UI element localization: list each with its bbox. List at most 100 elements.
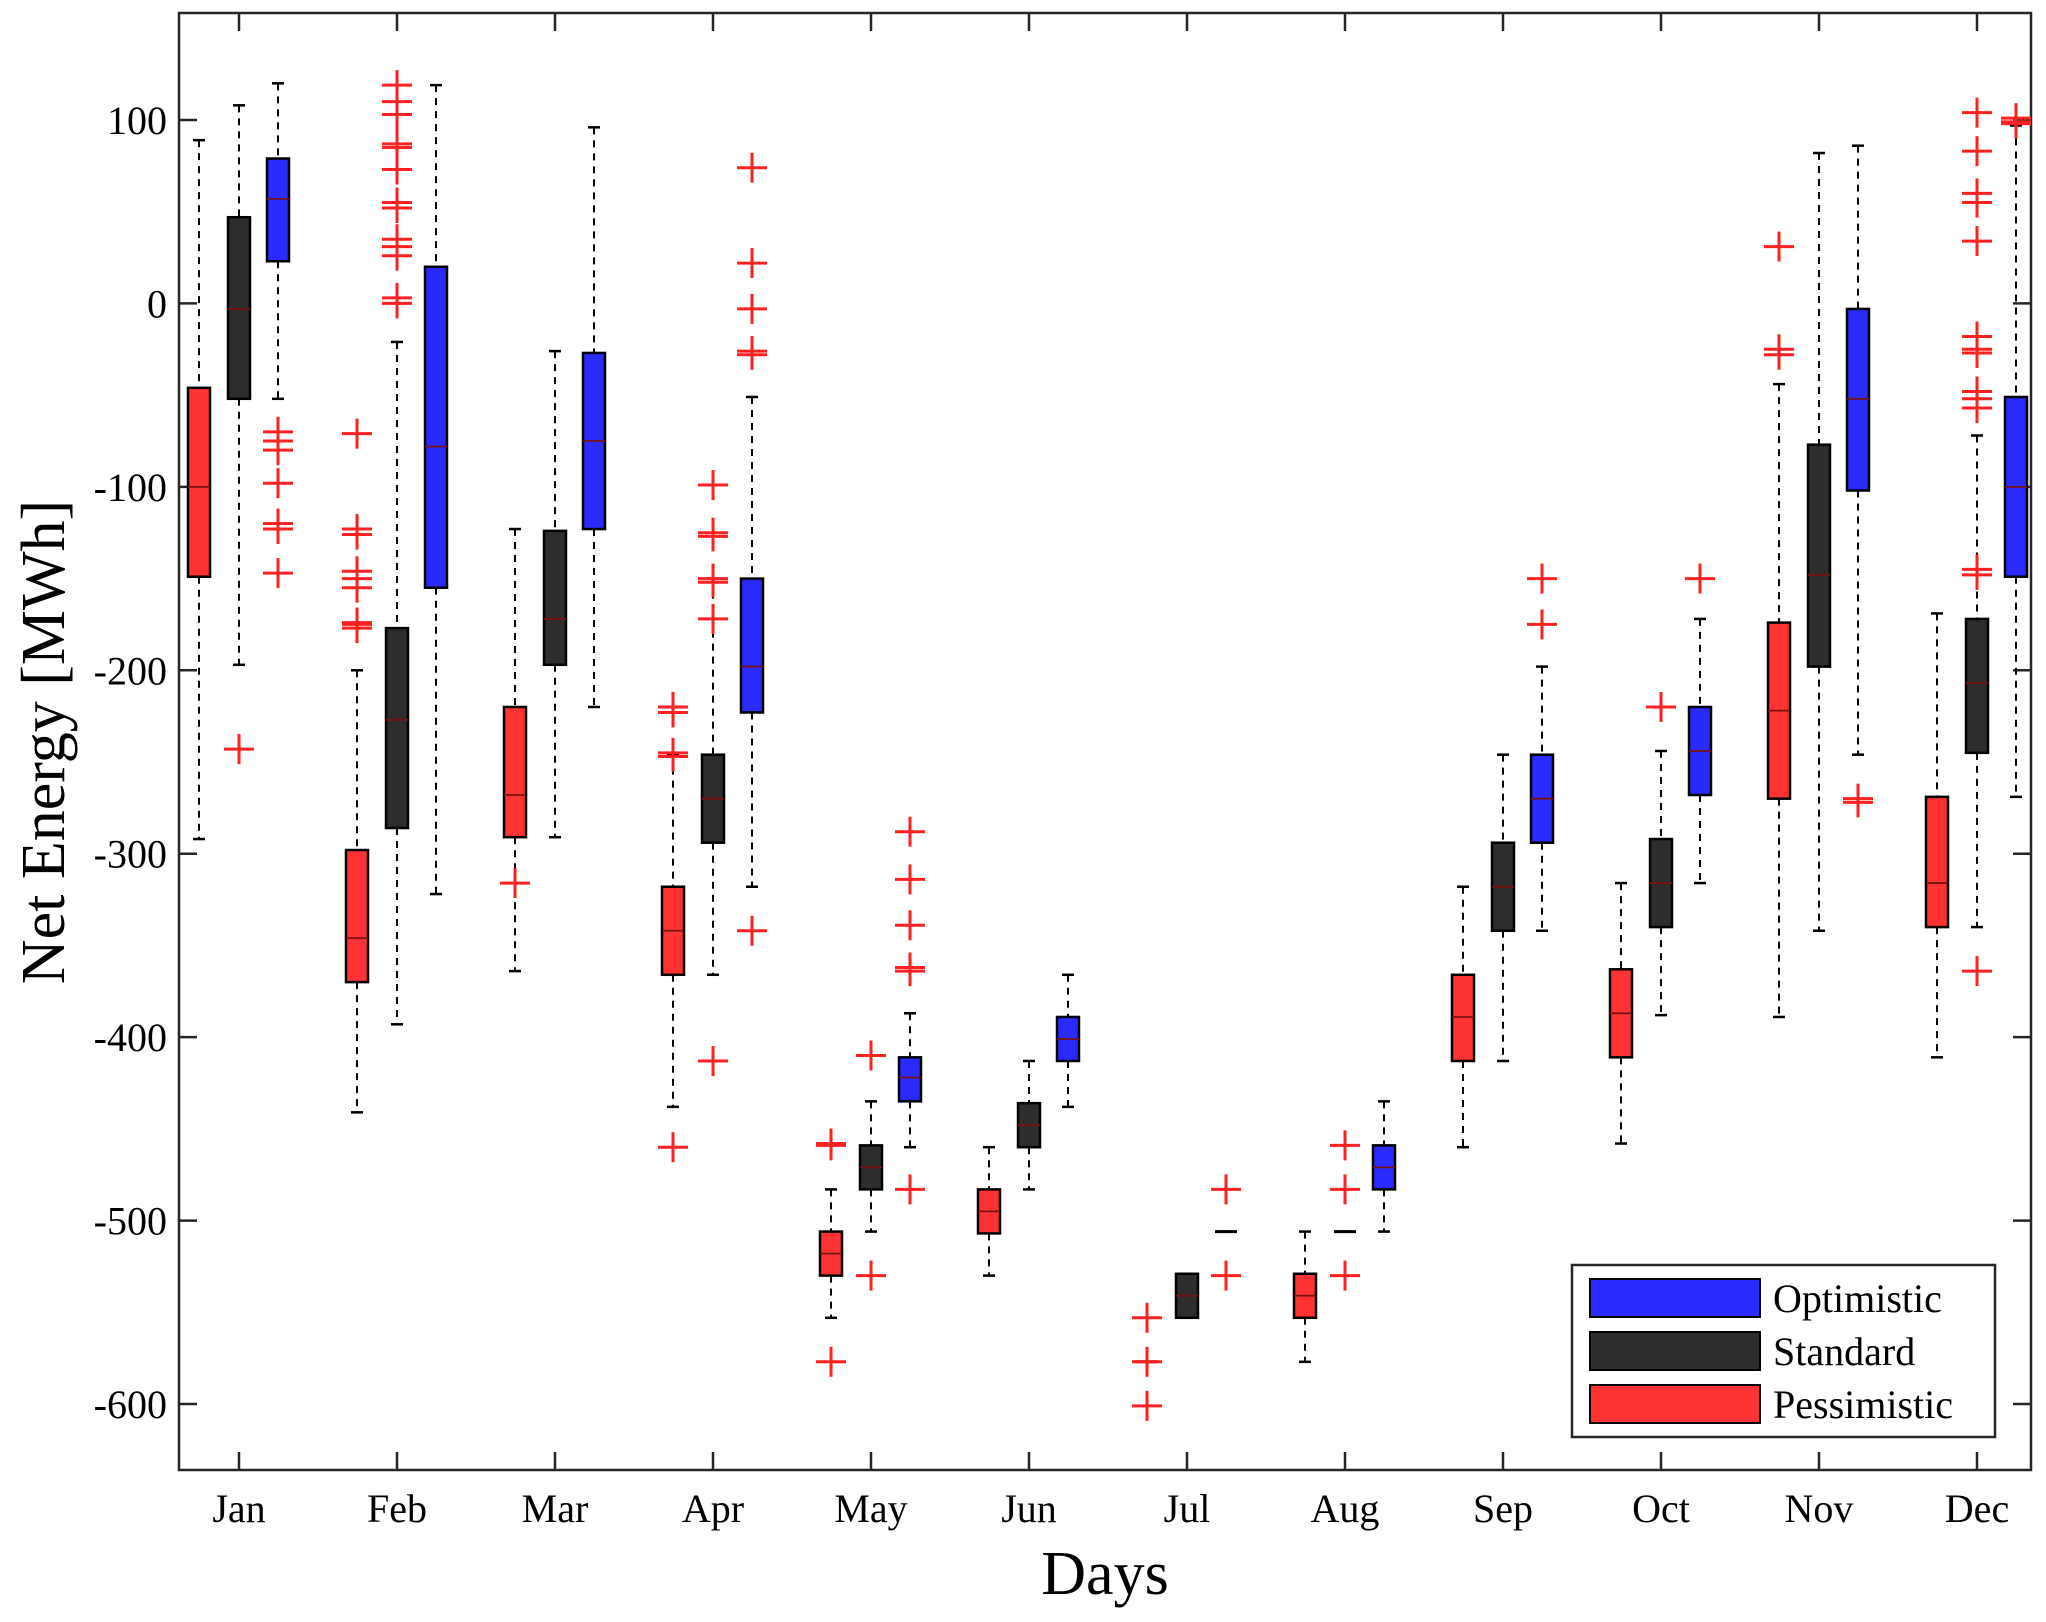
box-optimistic-nov	[1845, 144, 1871, 756]
box-pessimistic-oct	[1608, 881, 1634, 1145]
outlier-optimistic	[1211, 1260, 1241, 1291]
outlier-standard	[856, 1260, 886, 1291]
box-body	[226, 215, 252, 401]
outlier-standard	[1962, 956, 1992, 987]
outlier-markers	[224, 70, 2031, 1421]
outlier-optimistic	[1211, 1174, 1241, 1205]
box-standard-jun	[1016, 1059, 1042, 1191]
box-body	[502, 705, 528, 839]
box-standard-mar	[542, 349, 568, 839]
outlier-optimistic	[737, 339, 767, 370]
legend-swatch-optimistic	[1589, 1278, 1761, 1318]
box-pessimistic-apr	[660, 753, 686, 1109]
box-body	[344, 848, 370, 984]
box-body	[265, 157, 291, 263]
outlier-pessimistic	[658, 1132, 688, 1163]
legend-label-standard: Standard	[1773, 1329, 1915, 1374]
box-standard-feb	[384, 340, 410, 1026]
x-tick-label: May	[834, 1486, 907, 1531]
box-standard-jan	[226, 104, 252, 667]
outlier-pessimistic	[1132, 1302, 1162, 1333]
box-body	[1924, 795, 1950, 929]
outlier-standard	[698, 603, 728, 634]
outlier-standard	[698, 521, 728, 552]
box-body	[1964, 617, 1990, 755]
outlier-optimistic	[737, 248, 767, 279]
y-tick-label: -600	[94, 1382, 167, 1427]
legend-label-pessimistic: Pessimistic	[1773, 1382, 1953, 1427]
outlier-optimistic	[263, 435, 293, 466]
y-tick-label: -300	[94, 832, 167, 877]
box-pessimistic-may	[818, 1188, 844, 1320]
box-standard-nov	[1806, 151, 1832, 933]
legend: Optimistic Standard Pessimistic	[1570, 1263, 1997, 1439]
box-body	[897, 1056, 923, 1103]
box-groups	[186, 82, 2029, 1364]
outlier-standard	[1330, 1130, 1360, 1161]
box-optimistic-mar	[581, 126, 607, 709]
box-optimistic-apr	[739, 395, 765, 888]
x-tick-label: Nov	[1785, 1486, 1854, 1531]
x-tick-label: Aug	[1311, 1486, 1380, 1531]
box-pessimistic-feb	[344, 669, 370, 1114]
box-pessimistic-dec	[1924, 612, 1950, 1059]
outlier-optimistic	[895, 864, 925, 895]
box-standard-oct	[1648, 749, 1674, 1017]
outlier-optimistic	[1685, 563, 1715, 594]
outlier-standard	[698, 567, 728, 598]
x-tick-label: Sep	[1473, 1486, 1533, 1531]
box-optimistic-dec	[2003, 124, 2029, 799]
plot-area	[177, 11, 2033, 1472]
outlier-pessimistic	[1764, 339, 1794, 370]
y-tick-label: -100	[94, 465, 167, 510]
outlier-optimistic	[737, 152, 767, 183]
outlier-standard	[1330, 1174, 1360, 1205]
x-tick-label: Apr	[682, 1486, 744, 1531]
box-optimistic-jan	[265, 82, 291, 401]
x-tick-label: Jul	[1164, 1486, 1211, 1531]
box-optimistic-feb	[423, 83, 449, 896]
box-body	[1450, 973, 1476, 1063]
outlier-standard	[1962, 97, 1992, 128]
legend-swatch-pessimistic	[1589, 1384, 1761, 1424]
box-optimistic-oct	[1687, 617, 1713, 885]
x-tick-label: Jun	[1001, 1486, 1057, 1531]
outlier-standard	[698, 470, 728, 501]
outlier-pessimistic	[342, 519, 372, 550]
outlier-optimistic	[263, 514, 293, 545]
box-standard-may	[858, 1100, 884, 1233]
outlier-pessimistic	[658, 741, 688, 772]
box-body	[542, 529, 568, 667]
outlier-standard	[224, 734, 254, 765]
box-body	[384, 626, 410, 830]
box-standard-sep	[1490, 753, 1516, 1063]
outlier-pessimistic	[1132, 1346, 1162, 1377]
outlier-standard	[1962, 559, 1992, 590]
outlier-feb-extra	[382, 240, 412, 271]
outlier-standard	[1330, 1260, 1360, 1291]
y-tick-label: 0	[147, 281, 167, 326]
box-standard-jul	[1174, 1272, 1200, 1320]
outlier-optimistic	[1527, 609, 1557, 640]
box-body	[1845, 307, 1871, 492]
box-optimistic-jun	[1055, 973, 1081, 1109]
box-body	[739, 577, 765, 714]
outlier-pessimistic	[816, 1130, 846, 1161]
outlier-optimistic	[263, 468, 293, 499]
outlier-pessimistic	[500, 868, 530, 899]
outlier-optimistic	[737, 293, 767, 324]
outlier-standard	[1962, 226, 1992, 257]
legend-label-optimistic: Optimistic	[1773, 1276, 1942, 1321]
outlier-standard	[1962, 337, 1992, 368]
outlier-feb-extra	[382, 288, 412, 319]
x-tick-label: Jan	[212, 1486, 265, 1531]
box-pessimistic-mar	[502, 527, 528, 973]
outlier-standard	[1962, 392, 1992, 423]
outlier-standard	[1646, 691, 1676, 722]
box-optimistic-may	[897, 1012, 923, 1149]
box-body	[1806, 443, 1832, 668]
x-tick-label: Dec	[1945, 1486, 2009, 1531]
outlier-pessimistic	[342, 418, 372, 449]
outlier-optimistic	[895, 816, 925, 847]
